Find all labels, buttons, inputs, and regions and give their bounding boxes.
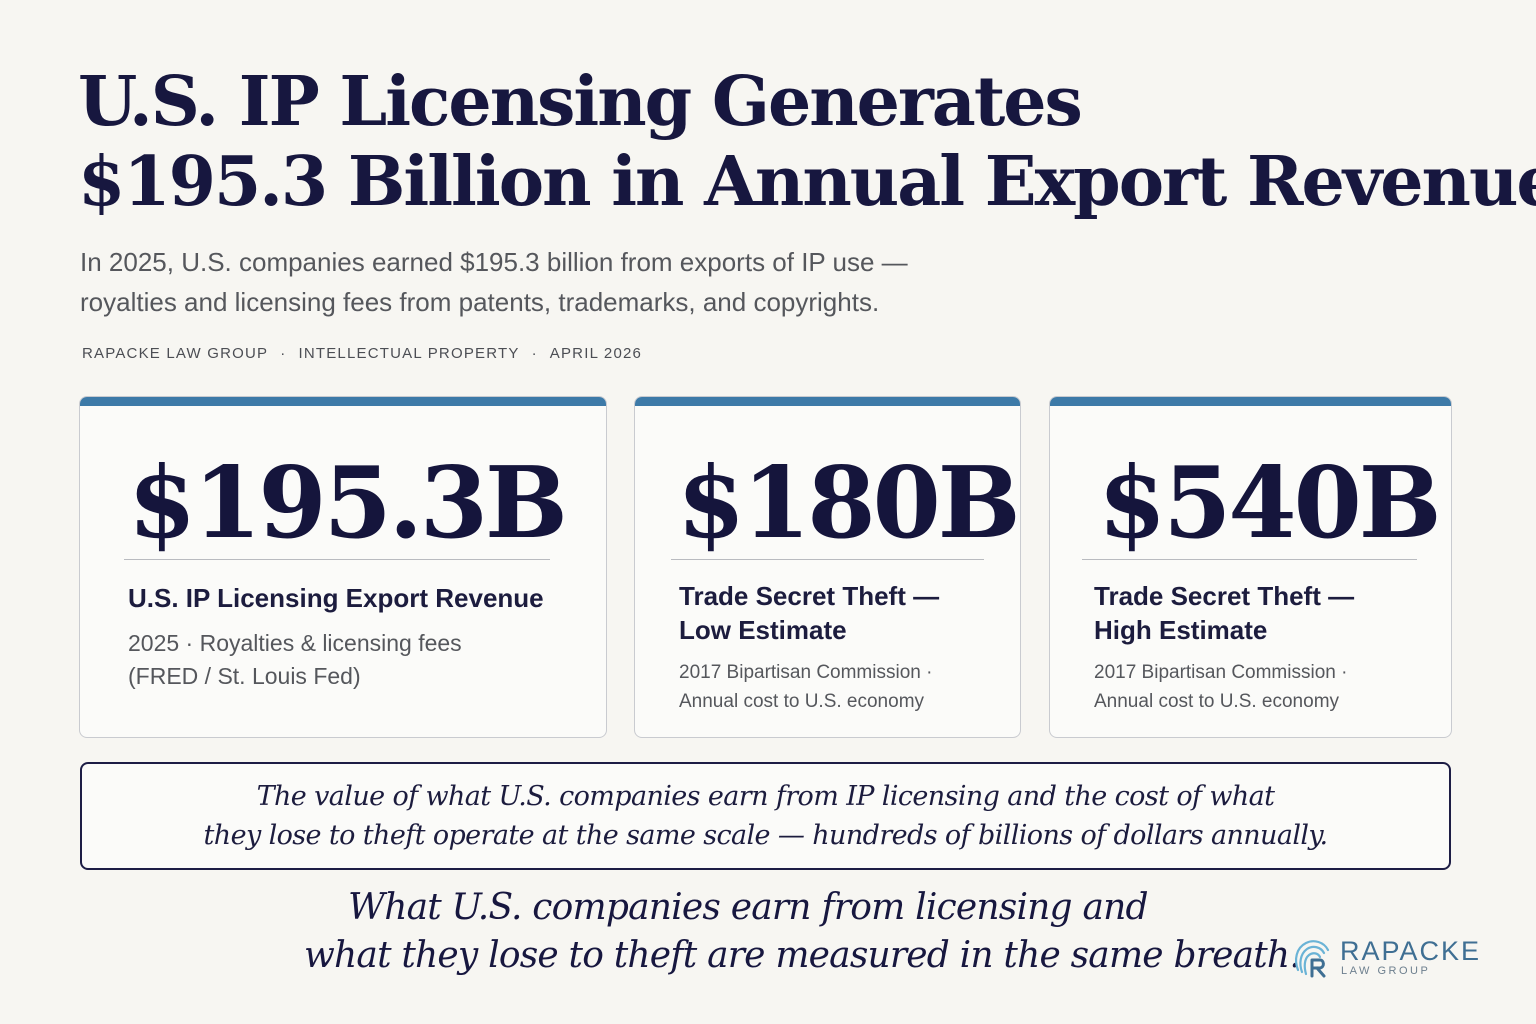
stat-note-line: 2017 Bipartisan Commission ·	[1094, 662, 1348, 683]
card-divider	[671, 559, 984, 560]
stat-label: Trade Secret Theft — Low Estimate	[679, 579, 1000, 647]
closing-quote: What U.S. companies earn from licensing …	[250, 884, 1310, 980]
closing-line: What U.S. companies earn from licensing …	[348, 887, 1149, 928]
stat-note: 2017 Bipartisan Commission · Annual cost…	[1094, 658, 1435, 716]
card-divider	[1082, 559, 1417, 560]
card-accent-bar	[1050, 397, 1451, 406]
stat-label: U.S. IP Licensing Export Revenue	[128, 581, 586, 615]
byline-separator: ·	[531, 345, 538, 362]
stat-value: $195.3B	[128, 446, 568, 561]
callout-text: The value of what U.S. companies earn fr…	[82, 777, 1449, 855]
fingerprint-r-icon	[1295, 940, 1330, 978]
byline: RAPACKE LAW GROUP · INTELLECTUAL PROPERTY ·…	[82, 345, 642, 362]
stat-note-line: Annual cost to U.S. economy	[679, 691, 925, 712]
byline-separator: ·	[280, 345, 287, 362]
stat-value: $180B	[677, 446, 1020, 561]
card-accent-bar	[80, 397, 606, 406]
stat-note-line: (FRED / St. Louis Fed)	[128, 663, 361, 689]
closing-line: what they lose to theft are measured in …	[304, 935, 1301, 976]
stat-note-line: 2025 · Royalties & licensing fees	[128, 630, 462, 656]
stat-note: 2017 Bipartisan Commission · Annual cost…	[679, 658, 1004, 716]
byline-date: APRIL 2026	[549, 345, 643, 362]
card-divider	[124, 559, 550, 560]
stat-label: Trade Secret Theft — High Estimate	[1094, 579, 1431, 647]
stat-note-line: 2017 Bipartisan Commission ·	[679, 662, 933, 683]
page-title: U.S. IP Licensing Generates $195.3 Billi…	[78, 62, 1536, 222]
brand-logo: RAPACKE LAW GROUP	[1288, 930, 1488, 986]
subtitle-line-1: In 2025, U.S. companies earned $195.3 bi…	[80, 247, 908, 277]
stat-label-line: High Estimate	[1094, 615, 1268, 645]
stat-label-line: U.S. IP Licensing Export Revenue	[128, 583, 544, 613]
stat-label-line: Trade Secret Theft —	[1094, 581, 1355, 611]
page-subtitle: In 2025, U.S. companies earned $195.3 bi…	[80, 242, 1040, 322]
stat-card-theft-high: $540B Trade Secret Theft — High Estimate…	[1049, 396, 1452, 738]
byline-category: INTELLECTUAL PROPERTY	[298, 345, 520, 362]
stat-label-line: Low Estimate	[679, 615, 847, 645]
title-line-1: U.S. IP Licensing Generates	[78, 62, 1083, 142]
callout-box: The value of what U.S. companies earn fr…	[80, 762, 1451, 870]
callout-line: they lose to theft operate at the same s…	[203, 820, 1328, 851]
stat-card-licensing-revenue: $195.3B U.S. IP Licensing Export Revenue…	[79, 396, 607, 738]
stat-note-line: Annual cost to U.S. economy	[1094, 691, 1340, 712]
card-accent-bar	[635, 397, 1020, 406]
stat-card-theft-low: $180B Trade Secret Theft — Low Estimate …	[634, 396, 1021, 738]
logo-tagline: LAW GROUP	[1341, 965, 1431, 977]
logo-name: RAPACKE	[1340, 936, 1482, 966]
byline-org: RAPACKE LAW GROUP	[82, 345, 269, 362]
stat-value: $540B	[1098, 446, 1442, 561]
stat-label-line: Trade Secret Theft —	[679, 581, 940, 611]
stat-note: 2025 · Royalties & licensing fees (FRED …	[128, 627, 590, 693]
title-line-2: $195.3 Billion in Annual Export Revenue	[78, 142, 1536, 222]
subtitle-line-2: royalties and licensing fees from patent…	[80, 287, 880, 317]
callout-line: The value of what U.S. companies earn fr…	[256, 781, 1275, 812]
